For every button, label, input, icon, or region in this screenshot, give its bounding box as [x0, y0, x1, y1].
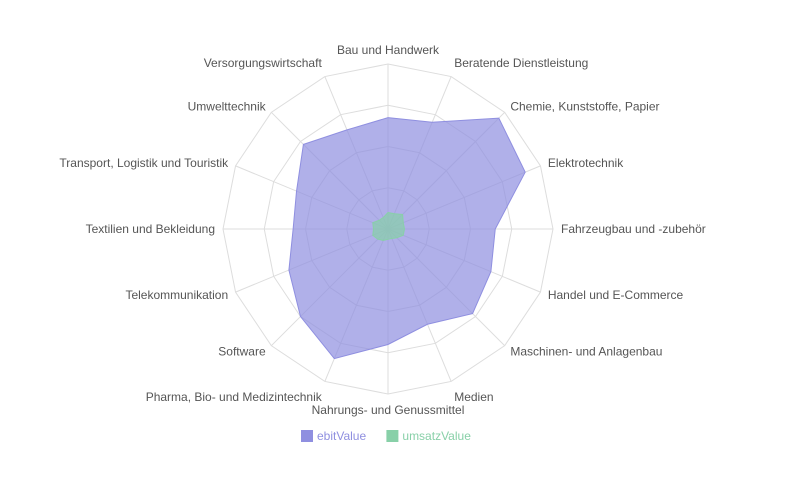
- axis-labels: Bau und Handwerk Beratende Dienstleistung…: [59, 43, 705, 417]
- axis-label: Chemie, Kunststoffe, Papier: [510, 100, 659, 114]
- series-area-ebitValue: [288, 117, 526, 360]
- axis-label: Medien: [454, 390, 493, 404]
- series-area-umsatzValue: [372, 211, 406, 241]
- axis-label: Fahrzeugbau und -zubehör: [561, 222, 706, 236]
- legend-label-umsatzValue: umsatzValue: [402, 429, 471, 443]
- axis-label: Software: [218, 344, 266, 358]
- axis-label: Maschinen- und Anlagenbau: [510, 344, 662, 358]
- axis-label: Handel und E-Commerce: [548, 288, 684, 302]
- legend-label-ebitValue: ebitValue: [317, 429, 366, 443]
- axis-label: Beratende Dienstleistung: [454, 56, 588, 70]
- axis-label: Bau und Handwerk: [337, 43, 440, 57]
- axis-label: Pharma, Bio- und Medizintechnik: [146, 390, 323, 404]
- axis-label: Umwelttechnik: [188, 100, 267, 114]
- axis-label: Telekommunikation: [125, 288, 228, 302]
- axis-label: Transport, Logistik und Touristik: [59, 156, 229, 170]
- axis-label: Textilien und Bekleidung: [86, 222, 215, 236]
- axis-label: Elektrotechnik: [548, 156, 624, 170]
- axis-label: Versorgungswirtschaft: [204, 56, 323, 70]
- legend: ebitValue umsatzValue: [301, 429, 471, 443]
- legend-swatch-umsatzValue: [386, 430, 399, 442]
- axis-label: Nahrungs- und Genussmittel: [312, 403, 465, 417]
- radar-series: [288, 117, 526, 360]
- legend-swatch-ebitValue: [301, 430, 313, 442]
